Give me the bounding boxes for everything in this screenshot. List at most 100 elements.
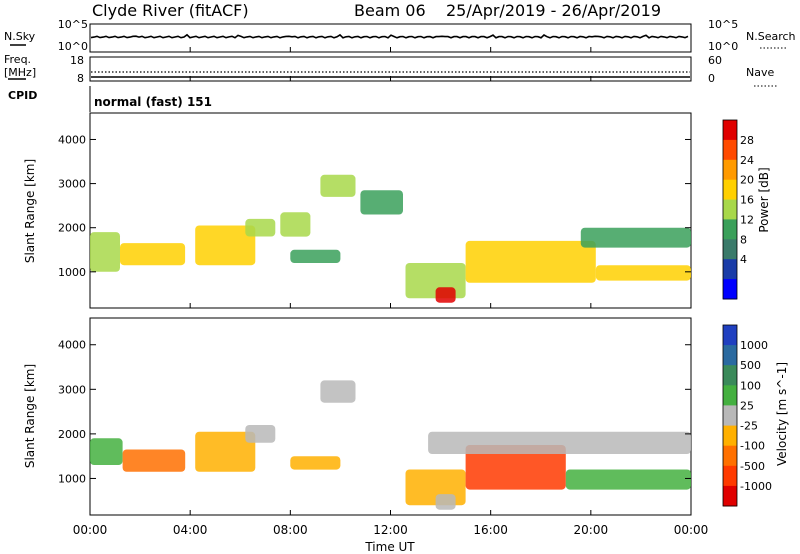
power-colorbar-tick-6: 4 bbox=[740, 253, 747, 266]
freq-panel: Freq. [MHz] 18 8 60 0 Nave bbox=[4, 53, 778, 87]
date-range: 25/Apr/2019 - 26/Apr/2019 bbox=[446, 1, 661, 20]
beam-label: Beam 06 bbox=[354, 1, 426, 20]
xtick-label-0: 00:00 bbox=[73, 523, 108, 537]
velocity-colorbar-segment-4 bbox=[723, 405, 737, 426]
power-panel: 1000 2000 3000 4000 Slant Range [km] 28 24 20… bbox=[23, 112, 771, 309]
xtick-label-2: 08:00 bbox=[273, 523, 308, 537]
power-colorbar-tick-2: 20 bbox=[740, 174, 754, 187]
velocity-echo-region-5 bbox=[320, 380, 356, 403]
velocity-colorbar: 1000 500 100 25 -25 -100 -500 -1000 bbox=[722, 324, 772, 507]
velocity-colorbar-segment-0 bbox=[723, 325, 737, 346]
power-ytick-label-2: 3000 bbox=[58, 178, 86, 191]
velocity-colorbar-tick-3: 25 bbox=[740, 399, 754, 412]
velocity-echo-region-0 bbox=[90, 438, 123, 465]
power-echo-region-9 bbox=[435, 287, 456, 303]
power-yticks: 1000 2000 3000 4000 bbox=[58, 133, 691, 279]
nave-label: Nave bbox=[746, 66, 774, 79]
nsky-tick-bottom: 10^0 bbox=[58, 40, 88, 53]
cpid-mode: normal (fast) 151 bbox=[94, 95, 212, 109]
freq-tick-top: 18 bbox=[70, 54, 84, 67]
power-colorbar-tick-0: 28 bbox=[740, 134, 754, 147]
velocity-colorbar-segment-2 bbox=[723, 365, 737, 386]
power-regions bbox=[90, 174, 691, 303]
power-colorbar: 28 24 20 16 12 8 4 bbox=[722, 119, 754, 300]
nsearch-tick-top: 10^5 bbox=[708, 18, 738, 31]
velocity-colorbar-segment-6 bbox=[723, 445, 737, 467]
velocity-colorbar-tick-4: -25 bbox=[740, 420, 758, 433]
power-colorbar-tick-4: 12 bbox=[740, 213, 754, 226]
power-colorbar-segment-4 bbox=[723, 199, 737, 220]
power-echo-region-1 bbox=[120, 243, 186, 266]
power-colorbar-tick-5: 8 bbox=[740, 233, 747, 246]
power-colorbar-segment-5 bbox=[723, 219, 737, 240]
power-echo-region-5 bbox=[290, 249, 341, 263]
power-ylabel: Slant Range [km] bbox=[23, 159, 37, 263]
velocity-colorbar-segment-7 bbox=[723, 465, 737, 487]
nsky-label: N.Sky bbox=[4, 30, 36, 43]
power-echo-region-4 bbox=[280, 212, 311, 237]
x-axis: 00:00 04:00 08:00 12:00 16:00 20:00 00:00 bbox=[73, 47, 709, 537]
velocity-panel: 1000 2000 3000 4000 Slant Range [km] 1000 50… bbox=[23, 317, 789, 516]
cpid-label: CPID bbox=[8, 89, 37, 102]
velocity-ylabel: Slant Range [km] bbox=[23, 364, 37, 468]
power-echo-region-3 bbox=[245, 218, 276, 237]
velocity-ytick-label-1: 2000 bbox=[58, 428, 86, 441]
power-colorbar-tick-1: 24 bbox=[740, 154, 754, 167]
velocity-colorbar-segment-5 bbox=[723, 425, 737, 447]
power-echo-region-8 bbox=[405, 263, 466, 299]
nsearch-label: N.Search bbox=[746, 30, 796, 43]
nave-tick-bottom: 0 bbox=[708, 72, 715, 85]
freq-label-line1: Freq. bbox=[4, 53, 31, 66]
power-echo-region-0 bbox=[90, 232, 120, 272]
velocity-echo-region-4 bbox=[290, 456, 341, 470]
power-colorbar-segment-1 bbox=[723, 139, 737, 161]
power-echo-region-10 bbox=[465, 240, 596, 283]
nsky-panel: N.Sky 10^5 10^0 10^5 10^0 N.Search bbox=[4, 18, 796, 53]
velocity-echo-region-1 bbox=[122, 449, 186, 472]
x-axis-label: Time UT bbox=[364, 540, 415, 554]
power-colorbar-segment-0 bbox=[723, 120, 737, 141]
power-echo-region-6 bbox=[320, 174, 356, 197]
freq-tick-bottom: 8 bbox=[77, 72, 84, 85]
velocity-colorbar-tick-1: 500 bbox=[740, 359, 761, 372]
velocity-echo-region-3 bbox=[245, 425, 276, 443]
power-colorbar-label: Power [dB] bbox=[757, 167, 771, 232]
velocity-colorbar-label: Velocity [m s^-1] bbox=[775, 362, 789, 466]
power-echo-region-7 bbox=[360, 190, 403, 215]
freq-label-line2: [MHz] bbox=[4, 66, 36, 79]
power-colorbar-segment-6 bbox=[723, 239, 737, 260]
velocity-echo-region-10 bbox=[428, 431, 691, 454]
velocity-colorbar-tick-2: 100 bbox=[740, 379, 761, 392]
power-colorbar-tick-3: 16 bbox=[740, 194, 754, 207]
nsky-trace bbox=[90, 33, 689, 39]
velocity-colorbar-segment-3 bbox=[723, 385, 737, 406]
power-colorbar-segment-3 bbox=[723, 179, 737, 201]
power-echo-region-11 bbox=[595, 265, 691, 281]
velocity-echo-region-9 bbox=[565, 469, 691, 490]
nsearch-tick-bottom: 10^0 bbox=[708, 40, 738, 53]
velocity-yticks: 1000 2000 3000 4000 bbox=[58, 339, 691, 485]
velocity-echo-region-8 bbox=[465, 445, 566, 490]
velocity-ytick-label-3: 4000 bbox=[58, 339, 86, 352]
velocity-echo-region-2 bbox=[195, 431, 256, 472]
power-echo-region-2 bbox=[195, 225, 256, 266]
station-title: Clyde River (fitACF) bbox=[92, 1, 249, 20]
velocity-colorbar-tick-0: 1000 bbox=[740, 339, 768, 352]
velocity-echo-region-6 bbox=[405, 469, 466, 506]
cpid-panel: CPID normal (fast) 151 bbox=[8, 86, 212, 112]
power-ytick-label-0: 1000 bbox=[58, 266, 86, 279]
power-echo-region-12 bbox=[580, 227, 691, 248]
power-colorbar-segment-7 bbox=[723, 259, 737, 280]
xtick-label-1: 04:00 bbox=[173, 523, 208, 537]
velocity-colorbar-tick-7: -1000 bbox=[740, 480, 772, 493]
xtick-label-6: 00:00 bbox=[674, 523, 709, 537]
power-ytick-label-1: 2000 bbox=[58, 222, 86, 235]
xtick-label-4: 16:00 bbox=[473, 523, 508, 537]
velocity-ytick-label-2: 3000 bbox=[58, 383, 86, 396]
power-colorbar-frame bbox=[722, 119, 738, 300]
velocity-regions bbox=[90, 380, 691, 510]
nave-tick-top: 60 bbox=[708, 54, 722, 67]
xtick-label-5: 20:00 bbox=[574, 523, 609, 537]
velocity-colorbar-segment-8 bbox=[723, 485, 737, 507]
